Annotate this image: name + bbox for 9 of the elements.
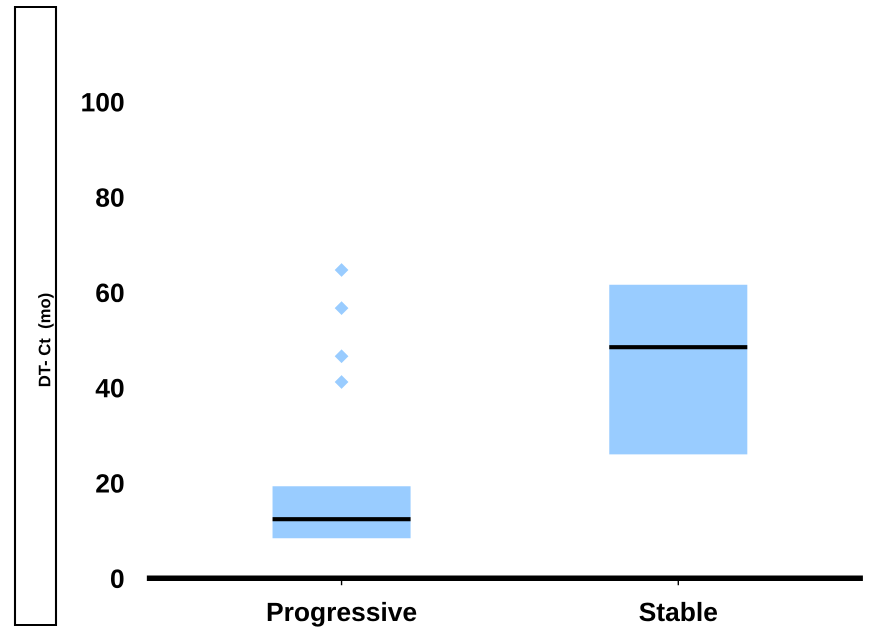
y-tick-label: 20	[96, 474, 124, 493]
y-tick-label: 60	[96, 284, 124, 302]
x-tick-label: Stable	[639, 602, 717, 622]
x-tick-label: Progressive	[268, 602, 416, 627]
y-tick-label: 80	[96, 188, 124, 207]
y-axis-title: DT- Ct (mo)	[38, 294, 54, 386]
y-tick-label: 0	[110, 569, 124, 588]
y-tick-label: 100	[82, 92, 124, 112]
y-tick-label: 40	[96, 378, 124, 398]
